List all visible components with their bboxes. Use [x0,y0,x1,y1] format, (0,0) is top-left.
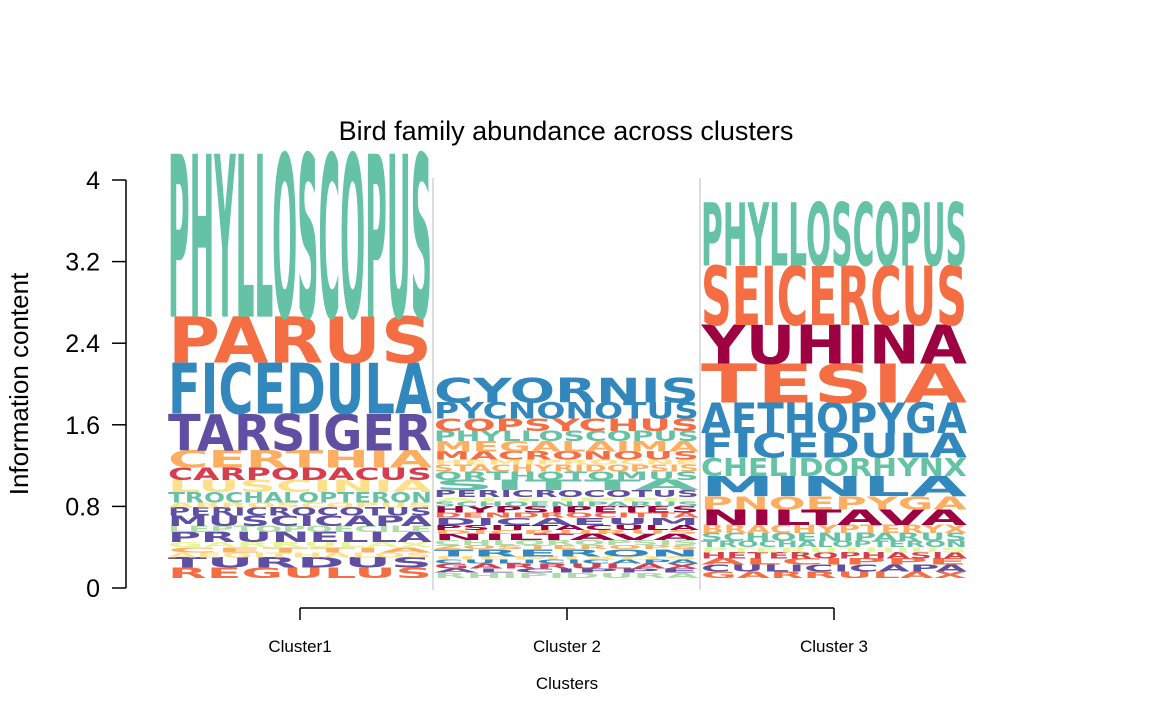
logo-letter-stack: RHIPIDURA [434,572,700,580]
logo-letter-stack: TROCHALOPTERON [168,489,432,506]
logo-letter-stack: MINLA [701,471,967,504]
logo-letter-stack: ORTHOTOMUS [434,469,699,482]
y-tick-label: 4 [86,167,100,195]
logo-letter-stack: REGULUS [168,565,432,581]
y-tick-label: 0.8 [65,493,100,521]
y-tick-label: 0 [86,575,100,603]
logo-letter-stack: HYPSIPETES [434,505,699,515]
x-tick-label: Cluster 3 [800,637,868,656]
chart-title: Bird family abundance across clusters [339,116,794,146]
logo-letter-stack: SCHOENIPARUS [434,500,699,508]
logo-letter-stack: CYORNIS [434,372,699,410]
logo-letter-stack: ALCIPPE [434,496,699,503]
logo-letter-stack: CHLOROPSIS [434,539,699,547]
logo-letter-stack: TURDUS [168,554,432,570]
logo-letter-stack: DICRURUS [434,529,699,536]
logo-letter-stack: CULICICAPA [434,558,700,565]
logo-letter-stack: CHELIDORHYNX [701,452,967,482]
logo-letter-stack: SEICERCUS [701,251,967,345]
logo-letter-stack: PNOEPYGA [701,492,967,513]
logo-letter-stack: AEGITHALOS [168,551,432,559]
logo-letter-stack: CERTHIA [168,446,432,474]
logo-letter-stack: HEMIXOS [434,556,699,561]
logo-letter-stack: PYCNONOTUS [434,398,699,424]
logo-letter-stack: GARRULAX [434,562,699,570]
logo-letter-stack: TARSIGER [168,403,432,462]
logo-letter-stack: ALCIPPE [701,557,967,567]
logo-letter-stack: CETTIA [168,546,432,554]
y-axis-label: Information content [4,272,34,495]
logo-letter-stack: DICAEUM [434,516,699,527]
logo-letter-stack: ALCIPPE [434,568,699,575]
logo-letter-stack: TRERON [434,547,699,558]
logo-letter-stack: BRACHYPTERYX [701,523,967,536]
x-tick-label: Cluster 2 [533,637,601,656]
logo-letter-stack: PSITTACULA [434,523,700,531]
cluster-stack: RHIPIDURAALCIPPEGARRULAXCULICICAPAHEMIXO… [434,372,700,579]
logo-letter-stack: MACRONOUS [434,449,699,462]
logo-letter-stack: SITTA [434,477,699,493]
logo-letter-stack: LUSCINIA [168,477,432,497]
logo-letter-stack: SCHOENIPARUS [701,531,967,544]
cluster-stack: GARRULAXCULICICAPAALCIPPEHETEROPHASIAPTE… [701,187,968,580]
y-tick-label: 3.2 [65,249,100,277]
logo-letter-stack: PHYLLOSCOPUS [434,429,699,445]
logo-letter-stack: HEMIPROCNE [434,458,699,466]
logo-letter-stack: MUSCICAPA [168,513,433,529]
logo-letter-stack: CARPODACUS [168,465,432,484]
y-tick-label: 1.6 [65,412,100,440]
logo-letter-stack: FICEDULA [168,349,432,431]
logo-letter-stack: HETEROPHASIA [701,551,968,561]
logo-letter-stack: PHYLLOSCOPUS [168,109,432,370]
x-axis: Cluster1 Cluster 2 Cluster 3 [268,607,868,656]
y-axis: 0 0.8 1.6 2.4 3.2 4 [65,167,127,603]
logo-letter-stack: ZOSTEROPS [434,544,699,551]
cluster-stack: REGULUSTURDUSAEGITHALOSCETTIAGARRULAXPRU… [168,109,433,581]
y-tick-label: 2.4 [65,330,100,358]
logo-letter-stack: PERICROCOTUS [434,489,699,500]
logo-letter-stack: PARUS [168,304,432,377]
logo-letter-stack: MEGALAIMA [434,438,699,454]
logo-letter-stack: NILTAVA [701,505,968,529]
logo-letter-stack: TESIA [701,354,967,415]
logo-letter-stack: GARRULAX [168,541,432,549]
logo-letter-stack: LEPTOPOECILE [168,524,432,534]
logo-letter-stack: ABROSCOPUS [168,501,432,509]
logo-letter-stack: PTERUTHIUS [701,546,967,554]
logo-letter-stack: YUHINA [701,315,967,376]
logo-letter-stack: PRUNELLA [168,529,432,545]
logo-letter-stack: CULICICAPA [701,563,967,574]
x-axis-label: Clusters [536,674,598,693]
x-tick-label: Cluster1 [268,637,331,656]
logo-stacks: REGULUSTURDUSAEGITHALOSCETTIAGARRULAXPRU… [168,109,968,581]
logo-letter-stack: DENDROCITTA [434,511,699,519]
logo-letter-stack: STACHYRIDOPSIS [434,463,699,475]
logo-letter-stack: PERICROCOTUS [168,506,432,519]
logo-letter-stack: TROCHALOPTERON [701,540,967,549]
logo-letter-stack: GARRULAX [701,570,967,580]
logo-letter-stack: COPSYCHUS [434,416,699,436]
logo-letter-stack: PHYLLOSCOPUS [701,187,967,287]
logo-letter-stack: FICEDULA [701,426,967,466]
logo-letter-stack: NILTAVA [434,532,699,542]
logo-letter-stack: AETHOPYGA [701,395,967,444]
